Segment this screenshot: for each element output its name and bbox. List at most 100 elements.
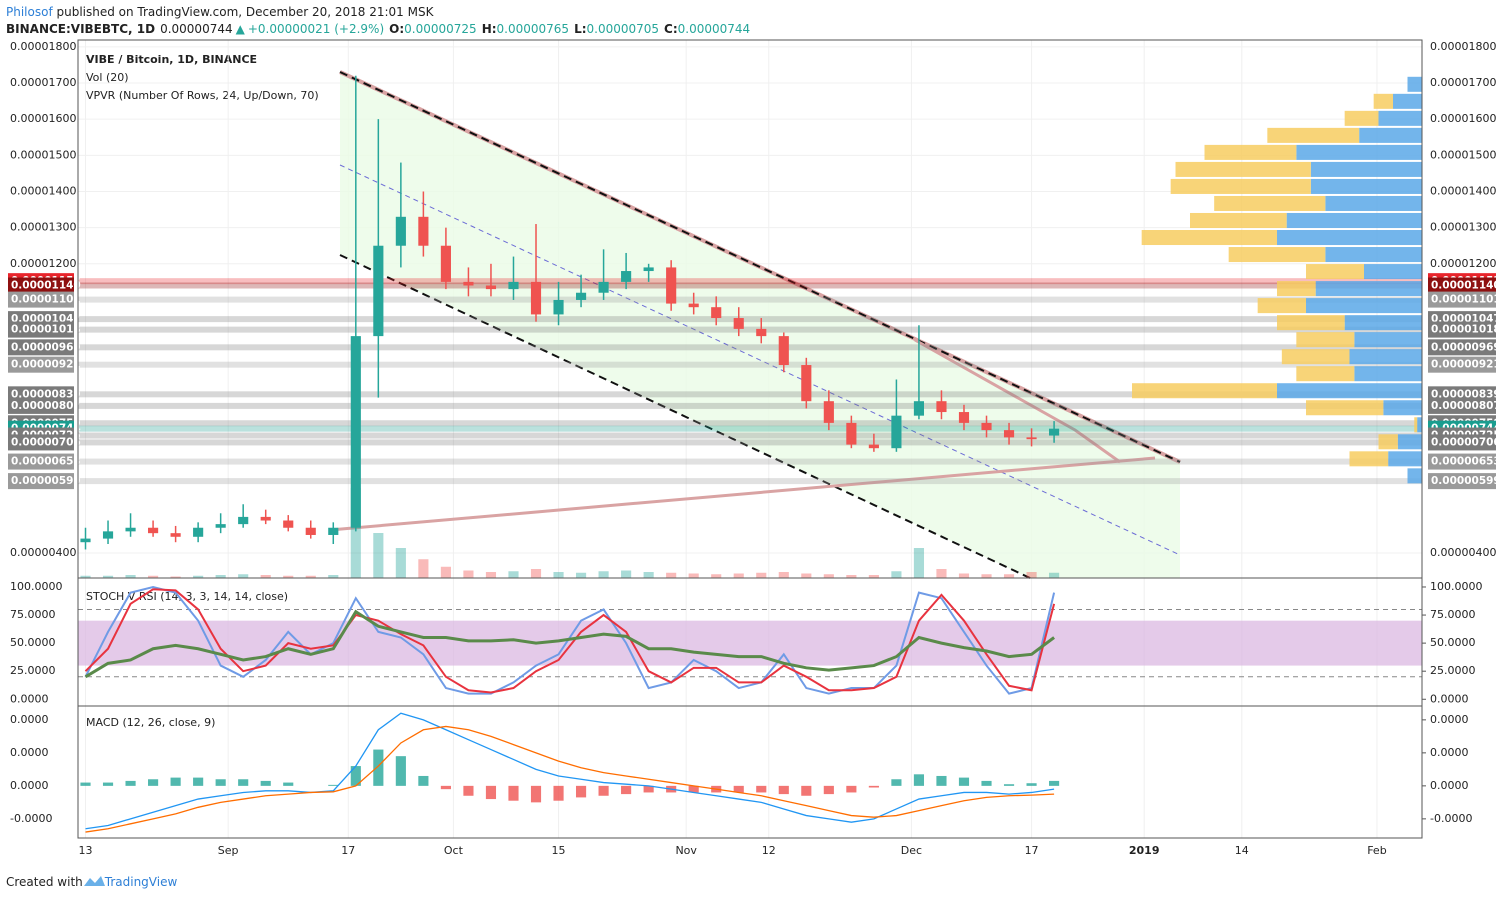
level-label: 0.00000706: [11, 436, 81, 448]
y-tick-label: 0.00001800: [10, 40, 76, 53]
volume-bar: [688, 573, 699, 578]
level-label: 0.00000653: [11, 456, 81, 468]
candle-body: [238, 516, 249, 525]
level-label: 0.00001101: [1431, 294, 1500, 306]
candle-body: [440, 245, 451, 282]
candle-body: [373, 245, 384, 337]
y-tick-label: 0.00000400: [10, 546, 76, 559]
level-label: 0.00000807: [11, 400, 81, 412]
arrow: ▲: [236, 22, 246, 36]
vpvr-up: [1359, 127, 1422, 143]
candle-body: [756, 328, 767, 337]
volume-bar: [1003, 574, 1015, 578]
level-label: 0.00000969: [1431, 341, 1500, 353]
candle-body: [1003, 430, 1015, 438]
legend-vol: Vol (20): [86, 71, 129, 84]
y-tick-label: 0.00001600: [10, 112, 76, 125]
vpvr-down: [1214, 195, 1326, 211]
level-label: 0.00001018: [1431, 324, 1500, 336]
histogram-bar: [148, 779, 159, 786]
volume-bar: [643, 572, 654, 578]
level-band: [78, 432, 1422, 439]
histogram-bar: [981, 780, 992, 786]
vpvr-down: [1170, 178, 1311, 194]
brand[interactable]: TradingView: [104, 875, 178, 889]
x-tick-label: 13: [79, 844, 93, 857]
histogram-bar: [733, 785, 744, 793]
volume-bar: [778, 572, 789, 578]
y-tick-label: 50.0000: [10, 636, 56, 649]
y-tick-label: 0.0000: [1430, 779, 1469, 792]
y-tick-label: 0.00001200: [1430, 257, 1496, 270]
candle-body: [688, 303, 699, 308]
candle-body: [823, 401, 834, 423]
level-label-bg: [1428, 453, 1496, 470]
level-label-bg: [1428, 434, 1496, 451]
level-label: 0.00000839: [1431, 388, 1500, 400]
histogram-bar: [170, 777, 181, 786]
vpvr-down: [1228, 247, 1326, 263]
volume-bar: [215, 575, 226, 578]
candle-body: [283, 520, 294, 528]
x-tick-label: 15: [552, 844, 566, 857]
candle-body: [733, 318, 744, 329]
histogram-bar: [463, 785, 474, 796]
vpvr-up: [1344, 315, 1422, 331]
volume-bar: [80, 575, 91, 578]
x-tick-label: Feb: [1367, 844, 1386, 857]
volume-bar: [756, 572, 767, 578]
published: published on TradingView.com, December 2…: [53, 5, 435, 19]
level-band: [78, 326, 1422, 333]
histogram-bar: [598, 785, 609, 796]
level-band: [78, 296, 1422, 303]
volume-bar: [801, 573, 812, 578]
histogram-bar: [193, 777, 204, 786]
histogram-bar: [621, 785, 632, 795]
histogram-bar: [238, 779, 249, 786]
volume-bar: [193, 575, 204, 578]
vpvr-down: [1257, 298, 1306, 314]
vpvr-up: [1417, 417, 1422, 433]
candle-body: [530, 281, 542, 315]
level-band: [78, 282, 1422, 289]
vpvr-up: [1407, 468, 1422, 484]
header: Philosof published on TradingView.com, D…: [6, 5, 435, 19]
histogram-bar: [823, 785, 834, 795]
volume-bar: [666, 572, 677, 578]
y-tick-label: 0.0000: [10, 713, 49, 726]
x-tick-label: 17: [1025, 844, 1039, 857]
volume-bar: [981, 574, 992, 578]
vpvr-up: [1383, 400, 1422, 416]
level-band: [78, 478, 1422, 485]
histogram-bar: [508, 785, 519, 801]
candle-body: [305, 527, 316, 535]
candle-body: [553, 299, 564, 315]
logo: [84, 876, 105, 886]
level-label: 0.00000839: [11, 388, 81, 400]
x-tick-label: 2019: [1129, 844, 1160, 857]
level-label: 0.00000921: [11, 359, 81, 371]
volume-bar: [958, 573, 970, 578]
y-tick-label: 75.0000: [10, 608, 56, 621]
vpvr-down: [1378, 434, 1398, 450]
histogram-bar: [418, 775, 429, 786]
volume-bar: [1026, 572, 1037, 578]
y-tick-label: 0.00001700: [10, 76, 76, 89]
level-band: [78, 425, 1422, 432]
candle-body: [936, 401, 947, 413]
y-tick-label: 25.0000: [10, 664, 56, 677]
h-label: H:: [482, 22, 497, 36]
vpvr-up: [1397, 434, 1422, 450]
author[interactable]: Philosof: [6, 5, 53, 19]
volume-bar: [440, 566, 451, 578]
series-line: [84, 588, 1056, 694]
histogram-bar: [1003, 784, 1015, 786]
c-label: C:: [664, 22, 678, 36]
candle-body: [148, 527, 159, 534]
y-tick-label: 25.0000: [1430, 664, 1476, 677]
vpvr-up: [1315, 281, 1422, 297]
candle-body: [418, 216, 429, 246]
candle-body: [778, 336, 789, 366]
series-line: [84, 609, 1055, 679]
volume-bar: [936, 569, 947, 578]
